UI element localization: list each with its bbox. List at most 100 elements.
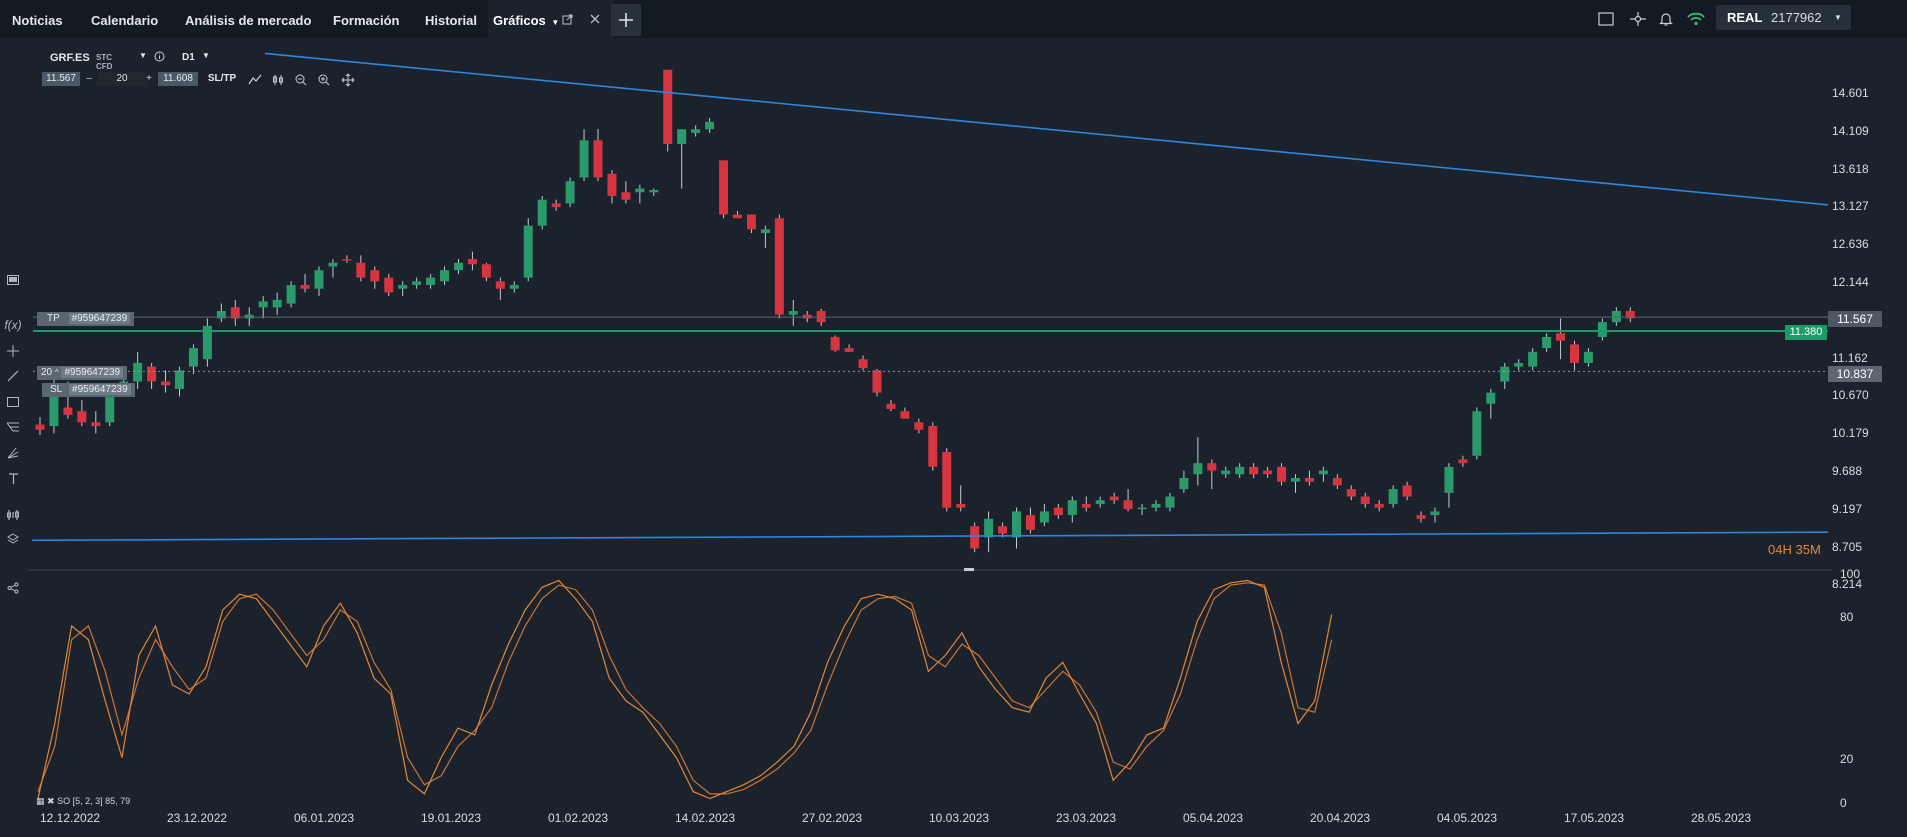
nav-historial[interactable]: Historial (425, 13, 478, 28)
bearish-candle (663, 69, 673, 145)
bullish-candle (175, 370, 184, 389)
entry-tag[interactable]: 20 ^ #959647239 (37, 366, 128, 380)
bullish-candle (1193, 463, 1203, 475)
line-tool-icon[interactable] (3, 366, 23, 386)
bearish-candle (928, 426, 938, 467)
close-icon[interactable]: ✖ (47, 796, 55, 806)
bullish-candle (1012, 511, 1021, 538)
bullish-candle (1472, 411, 1482, 456)
close-tab-icon[interactable] (582, 0, 608, 38)
text-tool-icon[interactable] (3, 468, 23, 488)
zoom-in-icon[interactable] (318, 73, 330, 91)
sl-tag[interactable]: SL #959647239 (42, 383, 135, 397)
nav-calendario[interactable]: Calendario (91, 13, 159, 28)
bullish-candle (1165, 496, 1175, 508)
symbol-label[interactable]: GRF.ES (50, 52, 90, 64)
timer-minutes: 35M (1795, 542, 1821, 557)
candle-type-icon[interactable] (272, 73, 284, 91)
pitchfork-icon[interactable] (3, 443, 23, 463)
bullish-candle (579, 140, 589, 178)
bullish-candle (1095, 500, 1105, 504)
bearish-candle (1025, 515, 1035, 530)
bearish-candle (230, 307, 240, 319)
fibonacci-icon[interactable] (3, 417, 23, 437)
bullish-candle (398, 285, 408, 289)
chevron-down-icon[interactable]: ▼ (202, 51, 210, 60)
layers-icon[interactable] (3, 529, 23, 549)
function-icon[interactable]: f(x) (4, 318, 22, 332)
oscillator-legend[interactable]: ▦ ✖ SO [5, 2, 3] 85, 79 (36, 796, 130, 807)
bell-icon[interactable] (1655, 8, 1677, 30)
bearish-candle (77, 411, 87, 423)
account-selector[interactable]: REAL 2177962 ▼ (1716, 5, 1851, 30)
move-icon[interactable] (341, 73, 355, 92)
bearish-candle (1053, 507, 1063, 516)
sell-price-button[interactable]: 11.567 (42, 72, 80, 86)
osc-level-20: 20 (1840, 752, 1854, 766)
bullish-candle (286, 285, 296, 304)
bullish-candle (1528, 351, 1538, 367)
tp-tag[interactable]: TP #959647239 (37, 312, 135, 326)
zoom-out-icon[interactable] (295, 73, 307, 91)
entry-volume: 20 (41, 367, 53, 378)
bearish-candle (481, 264, 491, 278)
bearish-candle (35, 424, 45, 430)
bullish-candle (1039, 511, 1049, 523)
network-icon[interactable] (1627, 8, 1649, 30)
entry-order-id: #959647239 (61, 367, 124, 378)
bullish-candle (314, 270, 324, 289)
add-tab-button[interactable] (611, 4, 641, 36)
chevron-down-icon[interactable]: ▼ (139, 51, 147, 60)
bearish-candle (858, 359, 868, 369)
bullish-candle (1221, 470, 1231, 475)
drawing-toolbar: f(x) (0, 270, 26, 600)
date-tick-label: 12.12.2022 (40, 811, 101, 825)
bullish-candle (984, 518, 994, 538)
bullish-candle (1151, 503, 1161, 508)
bullish-candle (788, 311, 798, 315)
buy-price-button[interactable]: 11.608 (158, 72, 198, 86)
indicators-icon[interactable] (3, 505, 23, 525)
date-tick-label: 01.02.2023 (548, 811, 609, 825)
popout-icon[interactable] (554, 0, 580, 38)
bullish-candle (440, 270, 450, 282)
screenshot-icon[interactable] (3, 270, 23, 290)
volume-increase-button[interactable]: + (146, 73, 152, 84)
bullish-candle (537, 199, 547, 226)
bullish-candle (1583, 351, 1593, 363)
rectangle-tool-icon[interactable] (3, 392, 23, 412)
nav-formacion[interactable]: Formación (333, 13, 400, 28)
bearish-candle (1416, 515, 1426, 519)
chart-line-icon[interactable] (248, 73, 262, 91)
bullish-candle (649, 190, 659, 193)
bullish-candle (1597, 322, 1607, 337)
wifi-icon (1685, 8, 1707, 30)
crosshair-icon[interactable] (3, 341, 23, 361)
volume-input[interactable]: 20 (97, 72, 147, 86)
tab-graficos-label: Gráficos (493, 13, 546, 28)
bullish-candle (1137, 507, 1147, 510)
info-icon[interactable] (154, 51, 165, 65)
bearish-candle (872, 370, 882, 393)
date-tick-label: 14.02.2023 (675, 811, 736, 825)
nav-noticias[interactable]: Noticias (12, 13, 63, 28)
bullish-candle (1444, 466, 1454, 493)
screen-icon[interactable] (1595, 8, 1617, 30)
sltp-button[interactable]: SL/TP (207, 73, 237, 84)
price-tick-label: 14.109 (1832, 123, 1869, 138)
date-tick-label: 10.03.2023 (929, 811, 990, 825)
bullish-candle (509, 285, 519, 289)
price-tick-label: 11.162 (1832, 350, 1868, 365)
bullish-candle (412, 281, 422, 286)
share-icon[interactable] (3, 578, 23, 598)
tab-graficos[interactable]: Gráficos ▼ (488, 0, 613, 38)
nav-analisis-de-mercado[interactable]: Análisis de mercado (185, 13, 312, 28)
indicator-settings-icon[interactable]: ▦ (36, 796, 45, 806)
timeframe-label[interactable]: D1 (182, 52, 195, 63)
volume-decrease-button[interactable]: – (86, 73, 92, 84)
account-type: REAL (1727, 10, 1763, 25)
chevron-down-icon[interactable]: ▼ (551, 18, 560, 27)
date-tick-label: 04.05.2023 (1437, 811, 1498, 825)
candle-timer: 04H 35M (1768, 542, 1821, 557)
